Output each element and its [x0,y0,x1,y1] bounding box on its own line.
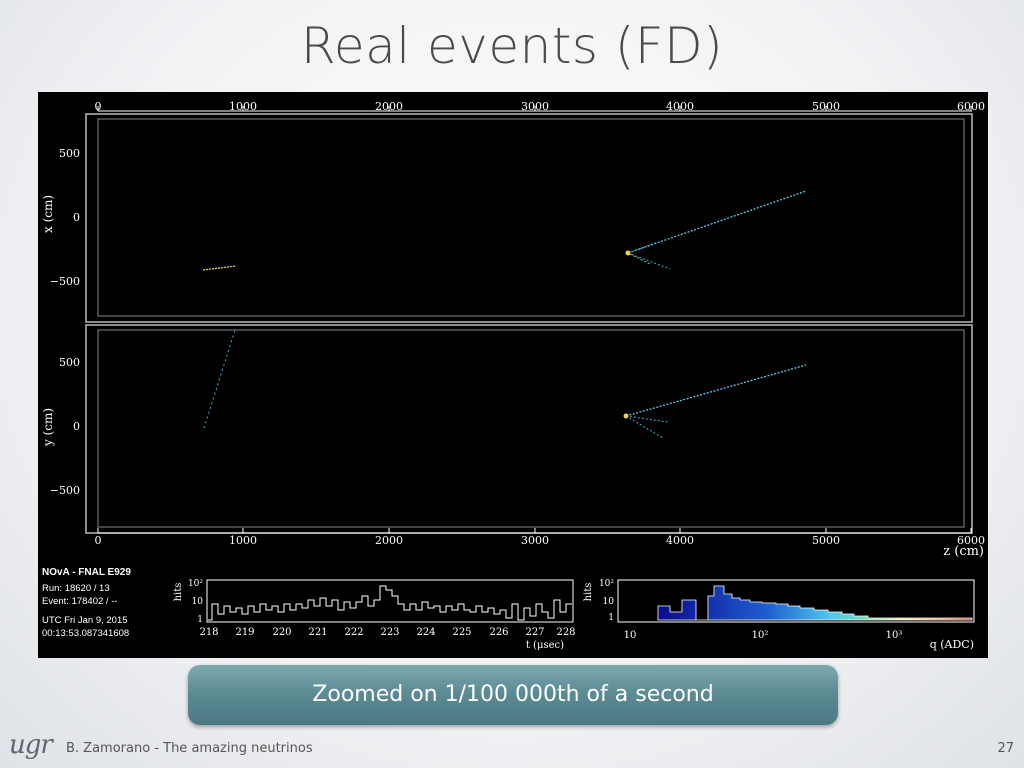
ugr-logo: ugr [9,730,53,760]
time-hist-xtick-225: 225 [452,627,471,638]
x-view-tick-minus500: −500 [50,275,80,288]
event-info: NOvA - FNAL E929 Run: 18620 / 13 Event: … [42,566,182,640]
charge-hist-ytick-10: 10 [603,597,615,607]
bottom-tick-5000: 5000 [812,534,840,547]
time-hist-ytick-10: 10 [192,597,204,607]
caption-banner: Zoomed on 1/100 000th of a second [188,665,838,725]
bottom-tick-2000: 2000 [375,534,403,547]
bottom-z-axis: 0 1000 2000 3000 4000 5000 6000 z (cm) [95,528,985,559]
y-view-tick-0: 0 [73,420,80,433]
bottom-tick-1000: 1000 [229,534,257,547]
top-tick-6000: 6000 [957,100,985,113]
top-tick-3000: 3000 [521,100,549,113]
z-axis-label: z (cm) [943,544,984,559]
charge-hist-ytick-1: 1 [608,613,614,623]
top-tick-4000: 4000 [666,100,694,113]
x-view-panel: x (cm) 500 0 −500 [41,113,973,323]
y-view-ylabel: y (cm) [41,408,55,447]
time-histogram: hits 10² 10 1 218 219 220 221 222 223 22… [173,579,576,651]
utc-date: UTC Fri Jan 9, 2015 [42,615,128,626]
utc-time: 00:13:53.087341608 [42,628,130,639]
bottom-tick-6000: 6000 [957,534,985,547]
x-view-tick-0: 0 [73,211,80,224]
charge-hist-xtick-100: 10² [752,630,769,641]
experiment-name: NOvA - FNAL E929 [42,567,131,578]
footer-author: B. Zamorano - The amazing neutrinos [66,741,313,756]
bottom-tick-3000: 3000 [521,534,549,547]
y-view-tick-500: 500 [59,356,80,369]
time-hist-xtick-226: 226 [489,627,508,638]
x-view-tracks [202,190,807,271]
bottom-tick-4000: 4000 [666,534,694,547]
time-hist-xtick-220: 220 [272,627,291,638]
run-info: Run: 18620 / 13 [42,583,110,594]
top-tick-0: 0 [95,100,102,113]
charge-histogram: hits 10² 10 1 10 10² 10³ q (ADC) [583,579,975,651]
time-hist-xtick-224: 224 [416,627,435,638]
event-number: Event: 178402 / -- [42,596,118,607]
top-tick-2000: 2000 [375,100,403,113]
y-view-tick-minus500: −500 [50,484,80,497]
time-hist-ylabel: hits [173,583,184,602]
bottom-tick-0: 0 [95,534,102,547]
top-z-axis: 0 1000 2000 3000 4000 5000 6000 [95,100,986,113]
time-hist-xtick-219: 219 [235,627,254,638]
time-hist-xtick-221: 221 [308,627,327,638]
time-hist-xtick-218: 218 [199,627,218,638]
time-hist-ytick-1: 1 [197,615,203,625]
event-display: 0 1000 2000 3000 4000 5000 6000 x (cm) 5… [38,92,988,658]
charge-hist-xtick-10: 10 [624,630,637,641]
time-hist-xtick-227: 227 [525,627,544,638]
top-tick-5000: 5000 [812,100,840,113]
time-hist-ytick-100: 10² [188,579,203,589]
x-view-ylabel: x (cm) [41,195,55,233]
time-hist-xtick-222: 222 [344,627,363,638]
top-tick-1000: 1000 [229,100,257,113]
charge-hist-ytick-100: 10² [599,579,614,589]
page-number: 27 [997,741,1014,756]
x-view-tick-500: 500 [59,147,80,160]
charge-hist-xtick-1000: 10³ [886,630,903,641]
time-hist-xtick-223: 223 [380,627,399,638]
charge-hist-xlabel: q (ADC) [930,638,974,651]
y-view-panel: y (cm) 500 0 −500 [41,324,973,534]
charge-hist-ylabel: hits [583,583,594,602]
y-view-tracks [203,329,807,439]
event-display-canvas: 0 1000 2000 3000 4000 5000 6000 x (cm) 5… [41,100,986,651]
time-hist-xtick-228: 228 [556,627,575,638]
time-hist-xlabel: t (μsec) [526,640,564,651]
slide-title: Real events (FD) [300,17,724,75]
